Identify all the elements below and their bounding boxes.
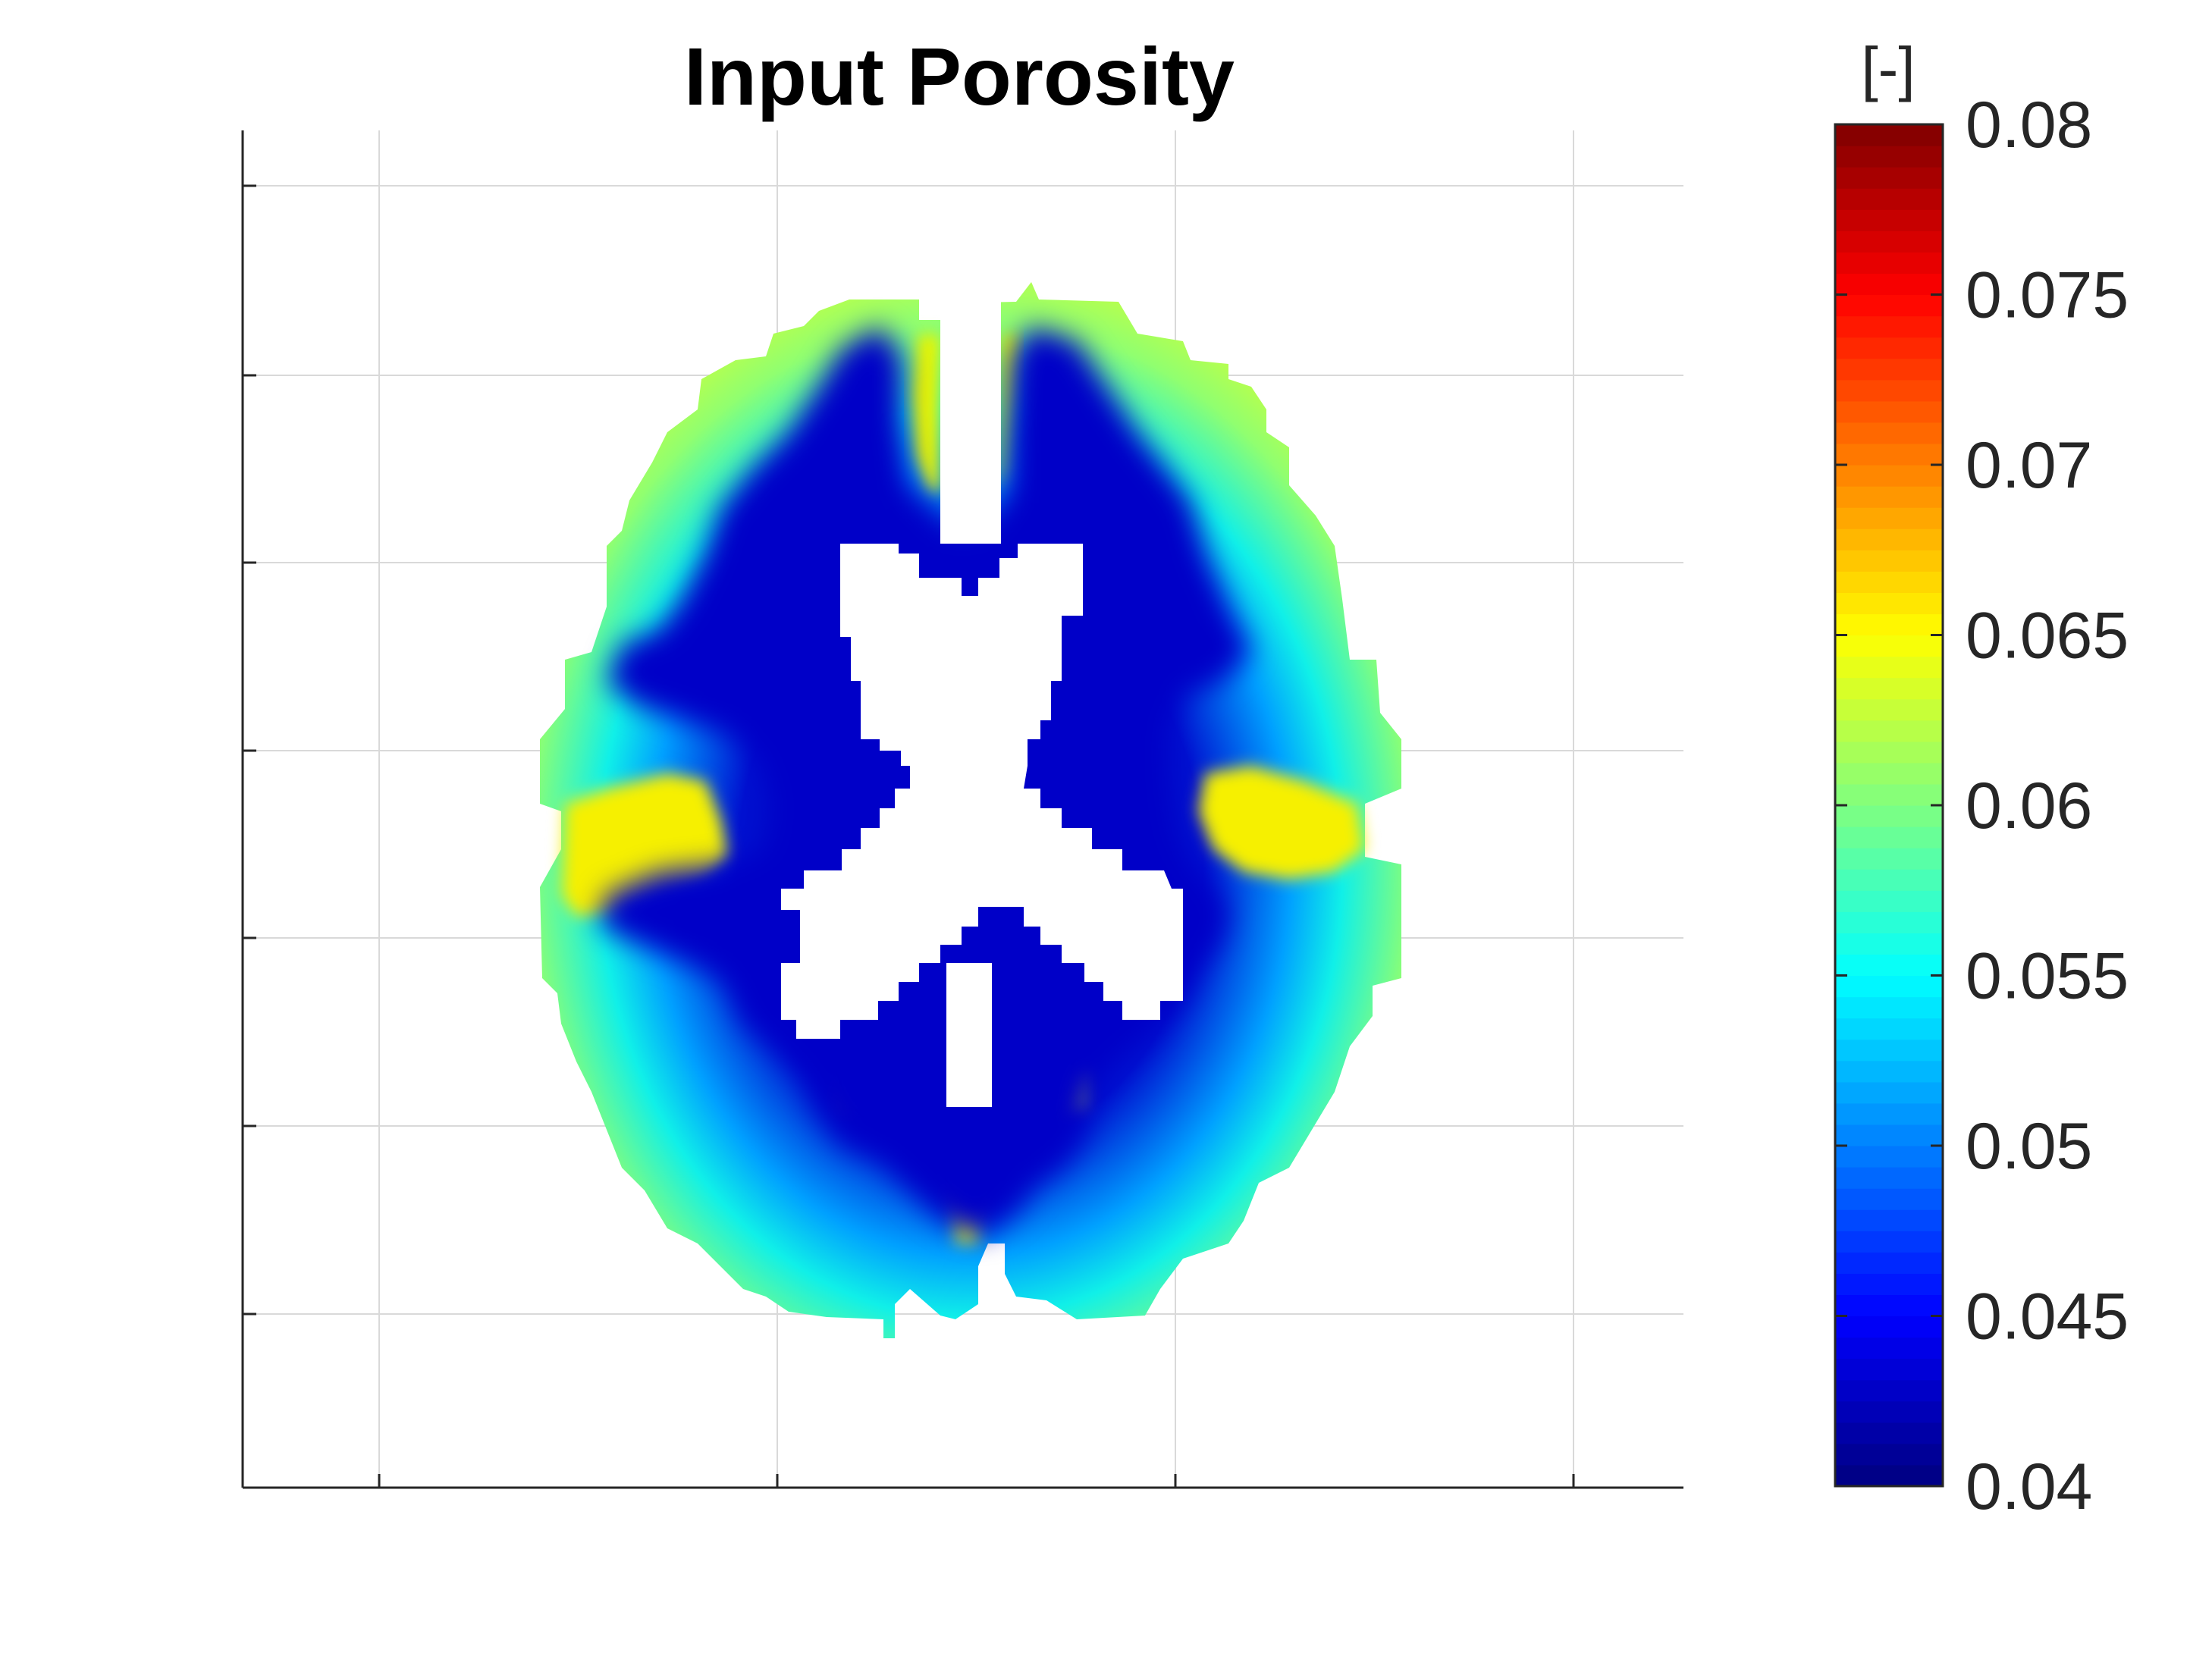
colorbar-stripe	[1835, 1167, 1943, 1189]
colorbar-stripe	[1835, 231, 1943, 252]
colorbar-stripe	[1835, 1379, 1943, 1402]
colorbar-tick-label: 0.045	[1966, 1281, 2129, 1353]
colorbar-stripe	[1835, 1337, 1943, 1360]
colorbar-stripe	[1835, 443, 1943, 466]
ventricle-occipital	[946, 963, 992, 1107]
colorbar-tick-label: 0.075	[1966, 259, 2129, 332]
colorbar-stripe	[1835, 1252, 1943, 1274]
colorbar-stripe	[1835, 1124, 1943, 1146]
colorbar-stripe	[1835, 741, 1943, 764]
colorbar-stripe	[1835, 337, 1943, 359]
colorbar-stripe	[1835, 954, 1943, 977]
colorbar-stripe	[1835, 1188, 1943, 1210]
colorbar-stripe	[1835, 1039, 1943, 1062]
colorbar: 0.04 0.045 0.05 0.055 0.06 0.065 0.07 0.075 0.08…	[1834, 35, 2129, 1523]
colorbar-stripe	[1835, 592, 1943, 615]
colorbar-stripe	[1835, 975, 1943, 998]
colorbar-stripe	[1835, 826, 1943, 848]
colorbar-stripe	[1835, 1294, 1943, 1317]
colorbar-stripe	[1835, 465, 1943, 487]
cortex-peak-right	[1198, 766, 1365, 880]
colorbar-stripe	[1835, 720, 1943, 742]
colorbar-stripe	[1835, 656, 1943, 679]
chart-title: Input Porosity	[684, 30, 1235, 122]
colorbar-stripe	[1835, 698, 1943, 721]
colorbar-stripe	[1835, 507, 1943, 529]
colorbar-stripe	[1835, 124, 1943, 146]
colorbar-stripe	[1835, 1060, 1943, 1083]
colorbar-stripe	[1835, 848, 1943, 870]
colorbar-stripe	[1835, 1102, 1943, 1125]
ventricles-region	[781, 544, 1183, 1039]
colorbar-stripe	[1835, 294, 1943, 317]
colorbar-stripe	[1835, 422, 1943, 444]
colorbar-stripe	[1835, 486, 1943, 508]
colorbar-stripe	[1835, 933, 1943, 955]
colorbar-stripe	[1835, 869, 1943, 891]
colorbar-stripe	[1835, 1443, 1943, 1466]
colorbar-stripe	[1835, 358, 1943, 381]
colorbar-stripe	[1835, 571, 1943, 593]
colorbar-stripe	[1835, 1018, 1943, 1040]
colorbar-stripe	[1835, 635, 1943, 657]
colorbar-stripe	[1835, 1400, 1943, 1423]
colorbar-ticks: 0.04 0.045 0.05 0.055 0.06 0.065 0.07 0.075 0.08	[1835, 89, 2129, 1523]
colorbar-stripe	[1835, 146, 1943, 168]
colorbar-unit-label: [-]	[1861, 35, 1915, 102]
colorbar-stripe	[1835, 1231, 1943, 1253]
interhemispheric-fissure	[940, 299, 1001, 544]
colorbar-stripe	[1835, 252, 1943, 274]
colorbar-stripe	[1835, 528, 1943, 550]
colorbar-tick-label: 0.055	[1966, 940, 2129, 1013]
colorbar-stripe	[1835, 273, 1943, 296]
cortex-peak-frontal-left	[910, 334, 940, 493]
colorbar-tick-label: 0.07	[1966, 429, 2092, 502]
colorbar-gradient	[1835, 124, 1943, 1487]
colorbar-stripe	[1835, 805, 1943, 827]
colorbar-tick-label: 0.06	[1966, 770, 2092, 842]
colorbar-stripe	[1835, 379, 1943, 402]
colorbar-stripe	[1835, 550, 1943, 572]
colorbar-stripe	[1835, 783, 1943, 806]
colorbar-stripe	[1835, 1081, 1943, 1104]
colorbar-stripe	[1835, 1209, 1943, 1231]
colorbar-stripe	[1835, 1273, 1943, 1296]
colorbar-tick-label: 0.08	[1966, 89, 2092, 162]
tick-marks	[243, 184, 1575, 1488]
colorbar-stripe	[1835, 1422, 1943, 1444]
colorbar-stripe	[1835, 1358, 1943, 1381]
colorbar-stripe	[1835, 996, 1943, 1019]
colorbar-stripe	[1835, 911, 1943, 933]
colorbar-stripe	[1835, 315, 1943, 338]
colorbar-stripe	[1835, 1316, 1943, 1338]
colorbar-tick-label: 0.065	[1966, 600, 2129, 673]
colorbar-stripe	[1835, 188, 1943, 210]
colorbar-stripe	[1835, 677, 1943, 700]
colorbar-stripe	[1835, 613, 1943, 636]
colorbar-tick-label: 0.05	[1966, 1110, 2092, 1183]
colorbar-stripe	[1835, 762, 1943, 785]
colorbar-stripe	[1835, 1464, 1943, 1487]
colorbar-tick-label: 0.04	[1966, 1450, 2092, 1523]
colorbar-stripe	[1835, 400, 1943, 423]
colorbar-stripe	[1835, 1146, 1943, 1168]
colorbar-stripe	[1835, 167, 1943, 189]
colorbar-stripe	[1835, 209, 1943, 231]
porosity-field	[540, 282, 1401, 1338]
colorbar-stripe	[1835, 890, 1943, 912]
